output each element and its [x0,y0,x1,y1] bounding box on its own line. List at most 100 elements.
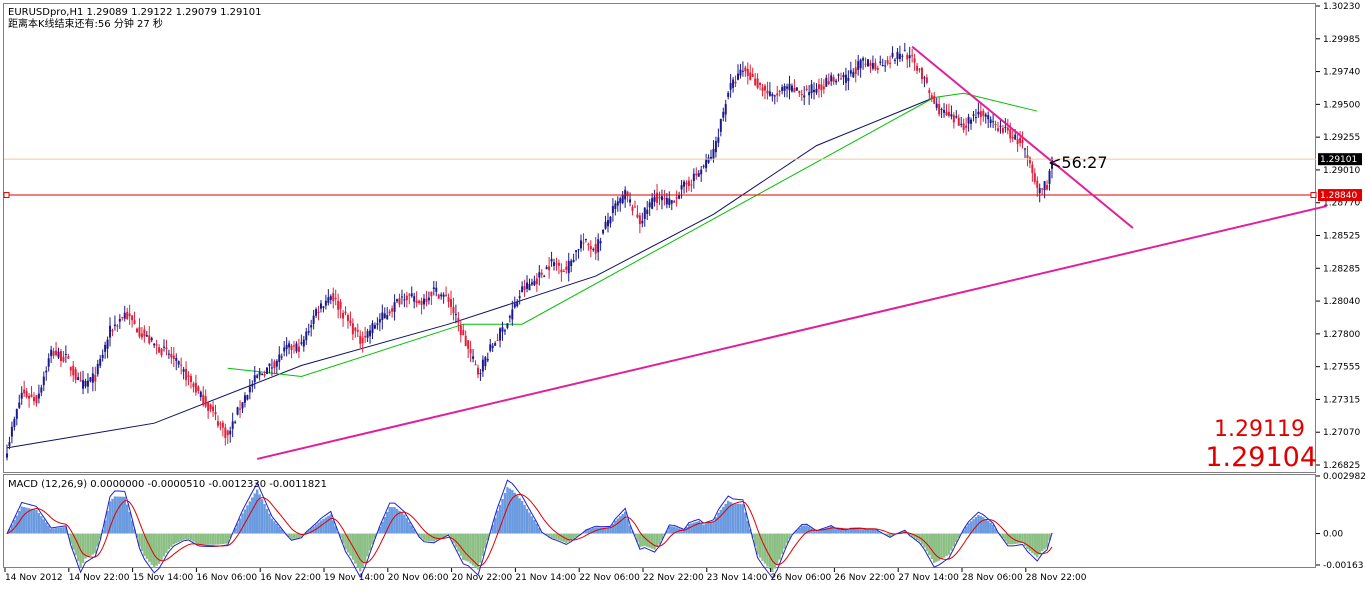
bull-candle [607,220,609,226]
bear-candle [636,214,638,217]
bull-candle [573,260,575,262]
bull-candle [813,90,815,92]
bull-candle [850,70,852,73]
bull-candle [730,83,732,90]
macd-histogram-bar [781,534,783,555]
bear-candle [460,325,462,335]
bull-candle [254,375,256,382]
macd-histogram-bar [192,534,194,542]
bull-candle [803,95,805,97]
bull-candle [671,200,673,203]
bull-candle [681,185,683,189]
bull-candle [528,284,530,290]
horizontal-line-handle[interactable] [4,193,9,198]
bull-candle [89,377,91,381]
macd-histogram-bar [124,497,126,534]
macd-histogram-bar [48,526,50,534]
bull-candle [394,302,396,312]
time-tick-label: 28 Nov 06:00 [962,573,1023,583]
bear-candle [982,111,984,116]
macd-histogram-bar [278,527,280,534]
bear-candle [639,215,641,224]
bear-candle [462,330,464,335]
bear-candle [408,295,410,296]
bull-candle [124,313,126,319]
macd-histogram-bar [778,534,780,560]
bull-candle [977,112,979,114]
bull-candle [725,104,727,114]
bull-candle [472,356,474,359]
macd-tick-label: 0.002982 [1323,472,1365,482]
bull-candle [428,298,430,301]
bull-candle [268,364,270,366]
bear-candle [1031,165,1033,174]
bear-candle [855,67,857,74]
price-tick-label: 1.30230 [1323,2,1360,12]
macd-histogram-bar [168,534,170,550]
macd-histogram-bar [695,522,697,534]
bull-candle [700,170,702,175]
hline-price-marker: 1.28840 [1318,189,1362,201]
bull-candle [553,262,555,266]
macd-histogram-bar [197,534,199,545]
macd-histogram-bar [943,534,945,558]
price-tick-label: 1.28285 [1323,264,1360,274]
macd-histogram-bar [212,534,214,545]
bull-candle [987,115,989,119]
bull-candle [1044,181,1046,190]
macd-histogram-bar [401,513,403,534]
macd-histogram-bar [249,501,251,533]
bear-candle [764,86,766,91]
macd-histogram-bar [690,523,692,533]
bear-candle [798,91,800,93]
current-price-text: 1.29101 [1320,155,1357,165]
bull-candle [727,93,729,97]
bull-candle [904,50,906,51]
macd-histogram-bar [739,504,741,534]
bull-candle [722,112,724,118]
bear-candle [298,347,300,352]
macd-histogram-bar [945,534,947,557]
bull-candle [654,197,656,202]
bull-candle [970,120,972,124]
bear-candle [121,317,123,318]
bull-candle [288,343,290,347]
macd-histogram-bar [185,534,187,540]
bear-candle [190,376,192,382]
horizontal-line-handle[interactable] [1311,193,1316,198]
bear-candle [264,374,266,376]
bull-candle [251,384,253,386]
bull-candle [941,109,943,110]
macd-histogram-bar [1043,534,1045,550]
macd-histogram-bar [808,527,810,534]
macd-histogram-bar [92,534,94,555]
bull-candle [693,174,695,181]
bear-candle [536,278,538,284]
bear-candle [470,349,472,353]
macd-histogram-bar [369,534,371,551]
macd-histogram-bar [1021,534,1023,543]
bull-candle [241,402,243,408]
bear-candle [752,74,754,77]
macd-histogram-bar [261,499,263,533]
bull-candle [163,347,165,348]
macd-histogram-bar [599,528,601,534]
bear-candle [735,82,737,84]
bear-candle [141,334,143,338]
bull-candle [830,75,832,81]
bull-candle [668,198,670,205]
bear-candle [945,112,947,116]
macd-histogram-bar [1036,534,1038,558]
bear-candle [906,55,908,60]
bear-candle [874,63,876,70]
macd-histogram-bar [832,528,834,534]
macd-histogram-bar [271,519,273,534]
macd-label: MACD (12,26,9) 0.0000000 -0.0000510 -0.0… [8,479,327,490]
bull-candle [972,114,974,115]
bull-candle [717,137,719,142]
bear-candle [80,380,82,381]
bear-candle [563,271,565,272]
bear-candle [450,299,452,307]
